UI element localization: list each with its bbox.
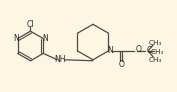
Text: CH₃: CH₃ (150, 49, 164, 55)
Text: O: O (118, 60, 124, 69)
Text: Cl: Cl (27, 20, 34, 29)
Text: CH₃: CH₃ (148, 57, 162, 63)
Text: O: O (135, 45, 141, 54)
Text: N: N (42, 34, 48, 43)
Text: NH: NH (55, 55, 66, 64)
Text: C: C (146, 46, 151, 55)
Text: N: N (13, 34, 19, 43)
Text: N: N (108, 46, 113, 55)
Text: CH₃: CH₃ (148, 40, 162, 46)
